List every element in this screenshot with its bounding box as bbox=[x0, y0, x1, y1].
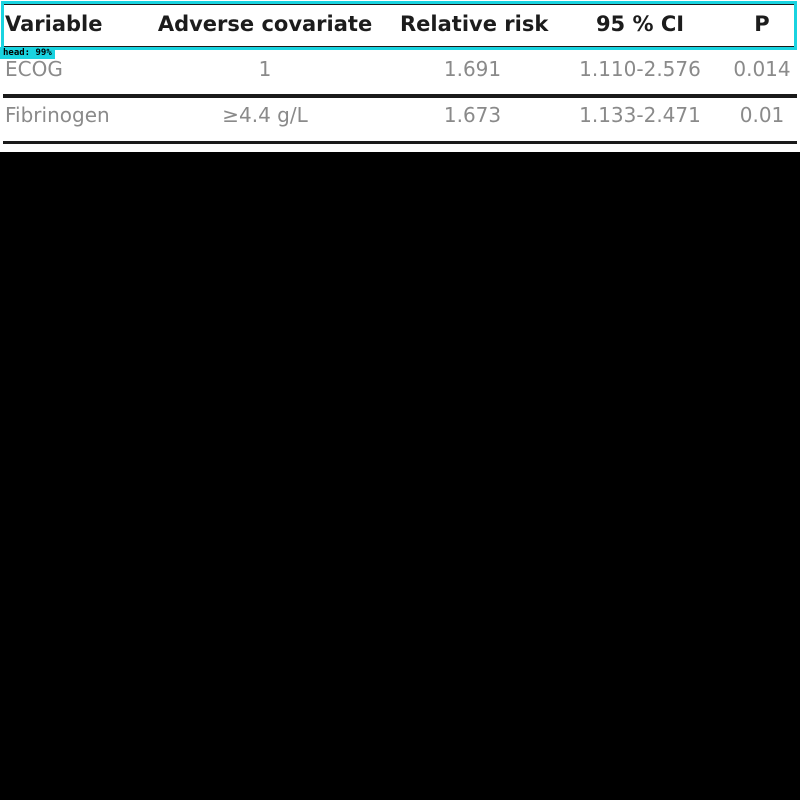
row-rule bbox=[3, 94, 797, 98]
row-fibrinogen-variable: Fibrinogen bbox=[5, 103, 110, 127]
row-ecog-p: 0.014 bbox=[733, 57, 791, 81]
row-ecog-ci: 1.110-2.576 bbox=[579, 57, 701, 81]
row-fibrinogen-covariate: ≥4.4 g/L bbox=[222, 103, 308, 127]
header-confidence-interval: 95 % CI bbox=[595, 12, 685, 36]
detection-label: head: 99% bbox=[0, 47, 55, 59]
header-relative-risk: Relative risk bbox=[400, 12, 549, 36]
detection-box bbox=[1, 1, 797, 50]
bottom-rule bbox=[3, 141, 797, 144]
top-rule bbox=[3, 3, 797, 5]
row-ecog-relative-risk: 1.691 bbox=[443, 57, 502, 81]
header-p-value: P bbox=[754, 12, 770, 36]
row-fibrinogen-relative-risk: 1.673 bbox=[443, 103, 502, 127]
header-variable: Variable bbox=[5, 12, 103, 36]
header-adverse-covariate: Adverse covariate bbox=[157, 12, 373, 36]
row-ecog-covariate: 1 bbox=[258, 57, 272, 81]
results-table: Variable Adverse covariate Relative risk… bbox=[0, 0, 800, 152]
row-fibrinogen-p: 0.01 bbox=[739, 103, 785, 127]
row-fibrinogen-ci: 1.133-2.471 bbox=[579, 103, 701, 127]
row-ecog-variable: ECOG bbox=[5, 57, 63, 81]
